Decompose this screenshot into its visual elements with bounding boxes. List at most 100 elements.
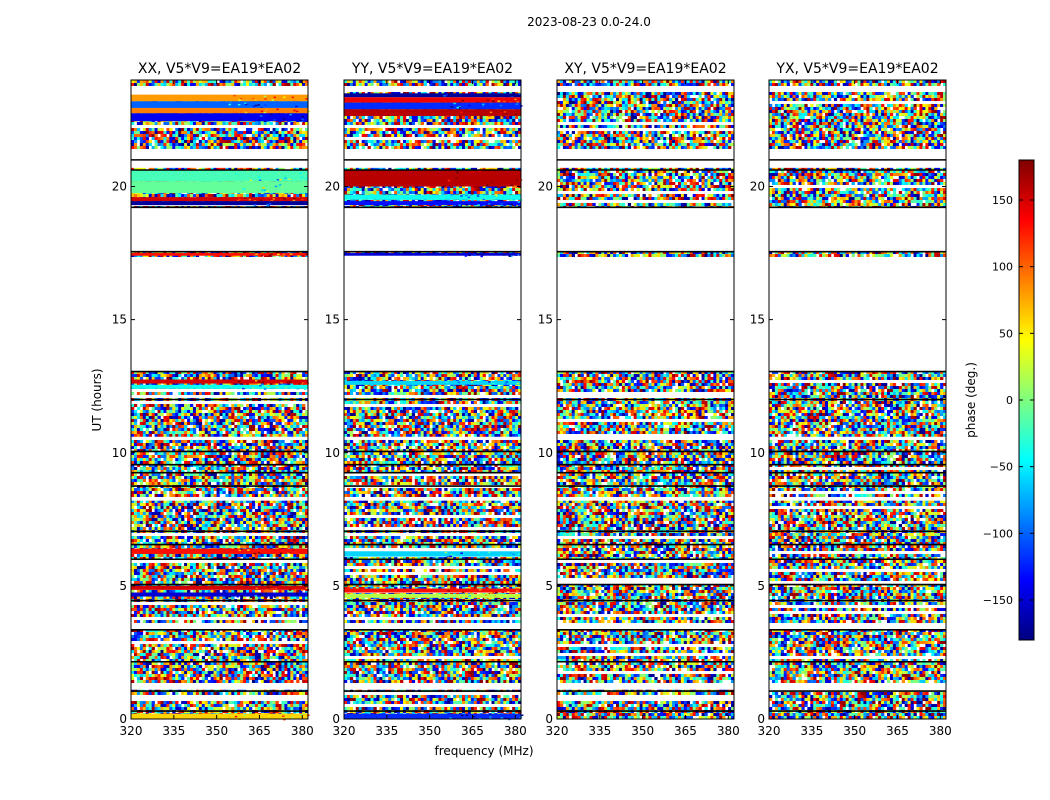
colorbar-gradient: [1019, 160, 1034, 640]
panel-title: YY, V5*V9=EA19*EA02: [351, 61, 513, 77]
flagged-interval: [131, 149, 308, 168]
x-tick-label: 380: [504, 724, 527, 738]
flagged-interval: [344, 436, 521, 440]
y-tick-label: 10: [325, 446, 340, 460]
y-tick-label: 20: [325, 180, 340, 194]
coherent-band: [131, 94, 308, 102]
x-tick-label: 350: [205, 724, 228, 738]
coherent-band: [131, 384, 308, 390]
coherent-band: [131, 113, 308, 123]
flagged-interval: [557, 86, 734, 92]
flagged-interval: [769, 436, 946, 440]
flagged-interval: [769, 258, 946, 371]
phase-noise: [557, 80, 735, 719]
flagged-interval: [131, 436, 308, 440]
coherent-band: [344, 201, 521, 207]
colorbar-tick-label: −50: [990, 461, 1013, 474]
colorbar-tick-label: −100: [983, 527, 1013, 540]
x-tick-label: 380: [291, 724, 314, 738]
coherent-band: [344, 102, 523, 111]
panels: XX, V5*V9=EA19*EA02 320 335 350 365 380 0 5 10 15…: [112, 61, 952, 738]
y-tick-label: 15: [112, 313, 127, 327]
y-tick-label: 0: [545, 712, 553, 726]
flagged-interval: [131, 258, 308, 371]
y-tick-label: 0: [119, 712, 127, 726]
colorbar-tick-label: 0: [1006, 394, 1013, 407]
panel-title: XX, V5*V9=EA19*EA02: [138, 61, 301, 77]
x-tick-label: 320: [758, 724, 781, 738]
flagged-interval: [131, 498, 308, 501]
flagged-interval: [131, 86, 308, 92]
flagged-interval: [769, 498, 946, 501]
panel-2: YY, V5*V9=EA19*EA02 320 335 350 365 380 0 5 10 15…: [325, 61, 527, 738]
x-tick-label: 320: [333, 724, 356, 738]
panel-4: YX, V5*V9=EA19*EA02 320 335 350 365 380 0 5 10 15…: [750, 61, 952, 738]
coherent-band: [131, 201, 308, 207]
y-tick-label: 20: [538, 180, 553, 194]
flagged-interval: [344, 149, 521, 168]
x-tick-label: 320: [120, 724, 143, 738]
x-tick-label: 335: [162, 724, 185, 738]
flagged-interval: [557, 498, 734, 501]
flagged-interval: [769, 149, 946, 168]
y-axis-label: UT (hours): [90, 368, 104, 431]
colorbar-tick-label: −150: [983, 594, 1013, 607]
y-tick-label: 10: [750, 446, 765, 460]
flagged-interval: [344, 498, 521, 501]
flagged-interval: [557, 149, 734, 168]
coherent-band: [344, 97, 521, 104]
flagged-interval: [557, 623, 734, 629]
flagged-interval: [769, 86, 946, 92]
flagged-interval: [344, 207, 521, 251]
colorbar-tick-label: 150: [992, 194, 1013, 207]
colorbar-label: phase (deg.): [964, 362, 978, 438]
coherent-band: [344, 253, 521, 258]
flagged-interval: [557, 258, 734, 371]
x-tick-label: 365: [461, 724, 484, 738]
flagged-interval: [344, 684, 521, 690]
y-tick-label: 5: [119, 579, 127, 593]
flagged-interval: [344, 258, 521, 371]
coherent-band: [344, 109, 521, 118]
y-tick-label: 5: [545, 579, 553, 593]
x-tick-label: 335: [800, 724, 823, 738]
panel-frame: [768, 79, 947, 720]
x-tick-label: 380: [929, 724, 952, 738]
y-tick-label: 20: [750, 180, 765, 194]
panel-frame: [556, 79, 735, 720]
y-tick-label: 15: [750, 313, 765, 327]
colorbar-tick-label: 100: [992, 261, 1013, 274]
x-tick-label: 335: [588, 724, 611, 738]
y-tick-label: 15: [538, 313, 553, 327]
colorbar-tick-label: 50: [999, 327, 1013, 340]
coherent-band: [131, 181, 308, 195]
coherent-band: [131, 197, 308, 202]
x-tick-label: 365: [248, 724, 271, 738]
x-tick-label: 365: [886, 724, 909, 738]
x-tick-label: 365: [674, 724, 697, 738]
coherent-band: [131, 585, 310, 591]
y-tick-label: 10: [538, 446, 553, 460]
x-axis-label: frequency (MHz): [434, 744, 533, 758]
panel-title: YX, V5*V9=EA19*EA02: [775, 61, 938, 77]
y-tick-label: 5: [332, 579, 340, 593]
x-tick-label: 380: [717, 724, 740, 738]
y-tick-label: 15: [325, 313, 340, 327]
coherent-band: [344, 170, 523, 187]
y-tick-label: 10: [112, 446, 127, 460]
coherent-band: [131, 592, 308, 598]
flagged-interval: [131, 684, 308, 690]
x-tick-label: 335: [375, 724, 398, 738]
coherent-band: [344, 194, 523, 202]
coherent-band: [344, 380, 521, 387]
panel-1: XX, V5*V9=EA19*EA02 320 335 350 365 380 0 5 10 15…: [112, 61, 314, 738]
coherent-band: [131, 101, 308, 110]
flagged-interval: [344, 86, 521, 92]
flagged-interval: [131, 207, 308, 251]
y-tick-label: 0: [757, 712, 765, 726]
flagged-interval: [769, 623, 946, 629]
y-tick-label: 20: [112, 180, 127, 194]
flagged-interval: [769, 684, 946, 690]
phase-noise: [344, 80, 522, 719]
